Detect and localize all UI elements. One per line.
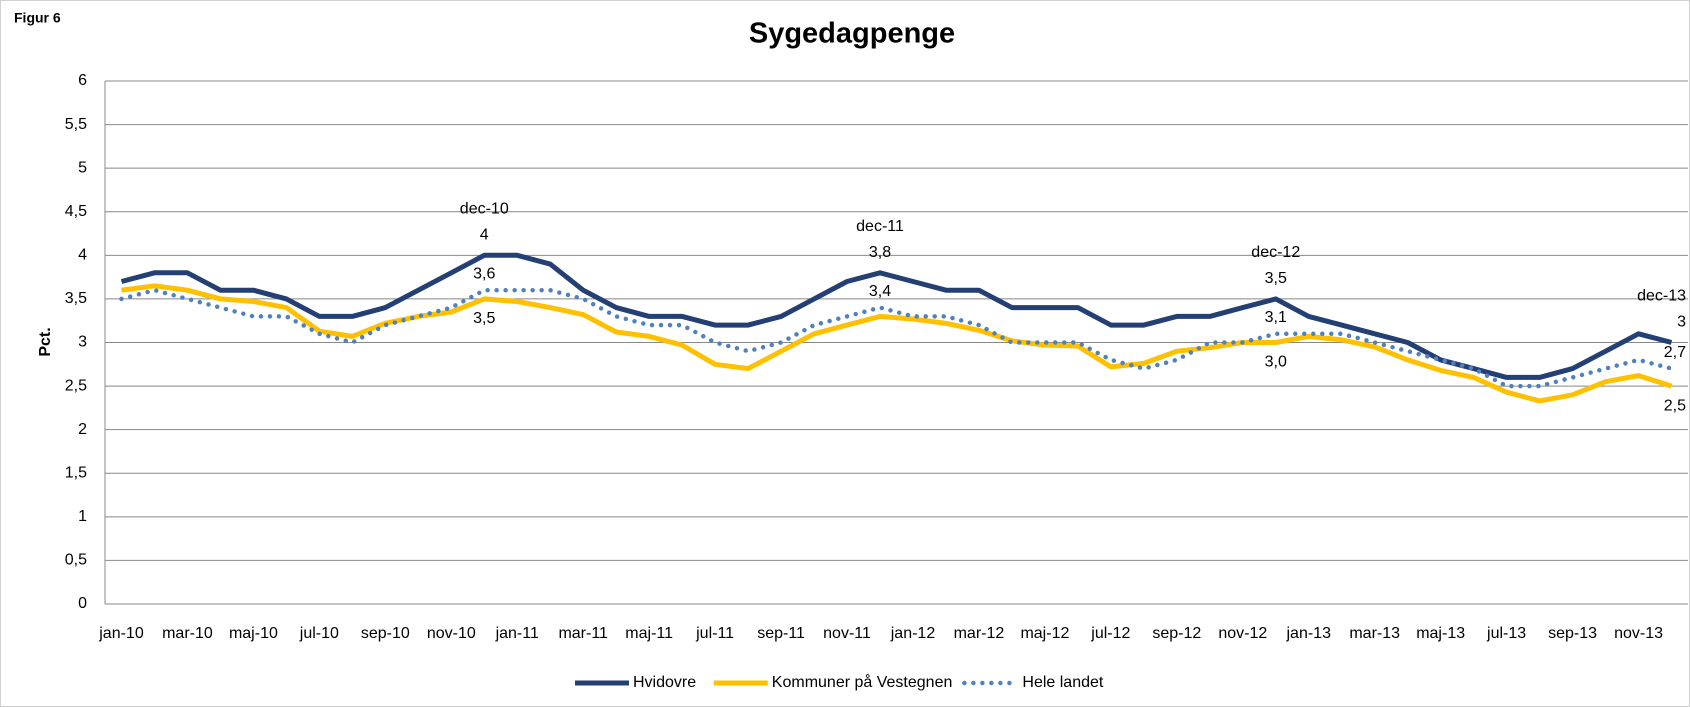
y-tick-label: 5,5: [65, 116, 87, 133]
x-tick-label: jul-12: [1090, 625, 1130, 642]
data-label: 3,6: [473, 265, 495, 282]
data-label: 3,5: [473, 310, 495, 327]
y-tick-label: 0,5: [65, 552, 87, 569]
y-tick-label: 1: [78, 508, 87, 525]
x-tick-label: nov-10: [427, 625, 476, 642]
legend-label: Kommuner på Vestegnen: [772, 673, 953, 691]
y-tick-label: 3: [78, 334, 87, 351]
data-label: 2,5: [1664, 397, 1686, 414]
y-tick-label: 4: [78, 247, 87, 264]
data-label: 3,8: [869, 244, 891, 261]
legend-label: Hvidovre: [633, 674, 696, 691]
data-label: 3,1: [1265, 309, 1287, 326]
data-label: 3,4: [869, 283, 891, 300]
point-label: dec-10: [460, 201, 509, 218]
x-tick-label: jan-13: [1285, 625, 1331, 642]
x-tick-label: maj-13: [1416, 625, 1465, 642]
x-tick-label: jan-12: [890, 625, 936, 642]
x-tick-label: maj-12: [1020, 625, 1069, 642]
series-line: [119, 287, 1674, 389]
y-tick-label: 2: [78, 421, 87, 438]
y-tick-label: 6: [78, 72, 87, 89]
x-tick-label: jan-11: [495, 625, 539, 642]
chart-title: Sygedagpenge: [749, 18, 955, 50]
legend-label: Hele landet: [1022, 674, 1104, 691]
x-tick-label: jul-11: [695, 625, 734, 642]
x-tick-label: nov-11: [823, 625, 871, 642]
y-tick-label: 1,5: [65, 464, 87, 481]
x-tick-label: jan-10: [98, 625, 144, 642]
x-tick-label: mar-12: [954, 625, 1005, 642]
x-tick-label: nov-12: [1218, 625, 1267, 642]
y-tick-label: 0: [78, 595, 87, 612]
data-label: 4: [480, 227, 489, 244]
series-line: [121, 283, 1673, 404]
x-tick-label: jul-10: [299, 625, 339, 642]
data-label: 3: [1677, 314, 1686, 331]
x-tick-label: sep-11: [757, 625, 805, 642]
x-tick-label: mar-13: [1349, 625, 1400, 642]
point-label: dec-12: [1251, 244, 1300, 261]
x-tick-label: mar-10: [162, 625, 213, 642]
data-label: 3,5: [1265, 270, 1287, 287]
x-tick-label: sep-12: [1152, 625, 1201, 642]
point-label: dec-13: [1637, 288, 1686, 305]
series-line: [120, 252, 1673, 380]
point-label: dec-11: [856, 218, 904, 235]
data-label: 2,7: [1664, 344, 1686, 361]
x-tick-label: sep-13: [1548, 625, 1597, 642]
x-tick-label: maj-11: [625, 625, 673, 642]
y-tick-label: 2,5: [65, 377, 87, 394]
y-tick-label: 4,5: [65, 203, 87, 220]
x-tick-label: mar-11: [558, 625, 608, 642]
x-tick-label: maj-10: [229, 625, 278, 642]
x-tick-label: jul-13: [1486, 625, 1526, 642]
y-tick-label: 3,5: [65, 290, 87, 307]
x-tick-label: nov-13: [1614, 625, 1663, 642]
y-axis-label: Pct.: [37, 327, 54, 356]
y-tick-label: 5: [78, 159, 87, 176]
data-label: 3,0: [1265, 354, 1287, 371]
figure-label: Figur 6: [14, 10, 61, 26]
x-tick-label: sep-10: [361, 625, 410, 642]
